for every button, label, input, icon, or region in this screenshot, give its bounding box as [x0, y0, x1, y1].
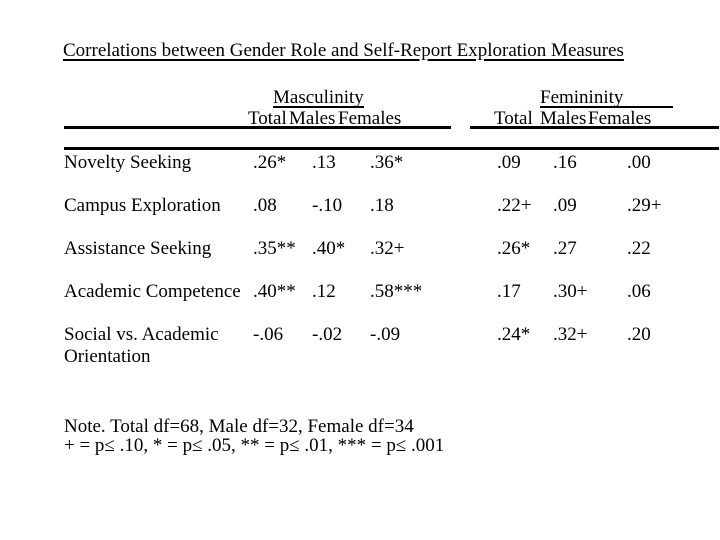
cell-value: -.09: [370, 324, 401, 345]
cell-value: .26*: [497, 238, 531, 259]
cell-value: .58***: [370, 281, 423, 302]
cell-value: .30+: [553, 281, 588, 302]
cell-value: .16: [553, 152, 577, 173]
cell-value: .40*: [312, 238, 346, 259]
slide-title: Correlations between Gender Role and Sel…: [63, 40, 624, 61]
femininity-group-header: Femininity: [540, 88, 673, 108]
cell-value: .40**: [253, 281, 296, 302]
masculinity-group-header: Masculinity: [273, 87, 364, 108]
cell-value: .27: [553, 238, 577, 259]
row-label-novelty-seeking: Novelty Seeking: [64, 152, 192, 173]
cell-value: .20: [627, 324, 651, 345]
note-line-1: Note. Total df=68, Male df=32, Female df…: [64, 416, 414, 437]
cell-value: .22: [627, 238, 651, 259]
cell-value: .00: [627, 152, 651, 173]
column-header-masculinity-total: Total: [248, 108, 287, 129]
row-label-social-vs-academic-orientation: Social vs. Academic Orientation: [64, 324, 219, 367]
cell-value: .35**: [253, 238, 296, 259]
column-header-femininity-males: Males: [540, 108, 587, 129]
cell-value: .12: [312, 281, 336, 302]
cell-value: .36*: [370, 152, 404, 173]
cell-value: -.06: [253, 324, 284, 345]
cell-value: .26*: [253, 152, 287, 173]
row-label-academic-competence: Academic Competence: [64, 281, 241, 302]
row-label-assistance-seeking: Assistance Seeking: [64, 238, 212, 259]
cell-value: .17: [497, 281, 521, 302]
cell-value: .32+: [370, 238, 405, 259]
cell-value: .08: [253, 195, 277, 216]
header-rule-right-segment: [470, 126, 719, 129]
cell-value: .29+: [627, 195, 662, 216]
column-header-femininity-females: Females: [588, 108, 652, 129]
cell-value: .09: [497, 152, 521, 173]
column-header-masculinity-females: Females: [338, 108, 402, 129]
cell-value: .22+: [497, 195, 532, 216]
column-header-masculinity-males: Males: [289, 108, 336, 129]
row-label-campus-exploration: Campus Exploration: [64, 195, 221, 216]
cell-value: .32+: [553, 324, 588, 345]
cell-value: -.02: [312, 324, 343, 345]
cell-value: .24*: [497, 324, 531, 345]
cell-value: -.10: [312, 195, 343, 216]
header-rule-left-segment: [64, 126, 451, 129]
cell-value: .09: [553, 195, 577, 216]
cell-value: .06: [627, 281, 651, 302]
cell-value: .13: [312, 152, 336, 173]
note-line-2: + = p≤ .10, * = p≤ .05, ** = p≤ .01, ***…: [64, 435, 445, 456]
header-bottom-rule: [64, 147, 719, 150]
cell-value: .18: [370, 195, 394, 216]
column-header-femininity-total: Total: [494, 108, 533, 129]
